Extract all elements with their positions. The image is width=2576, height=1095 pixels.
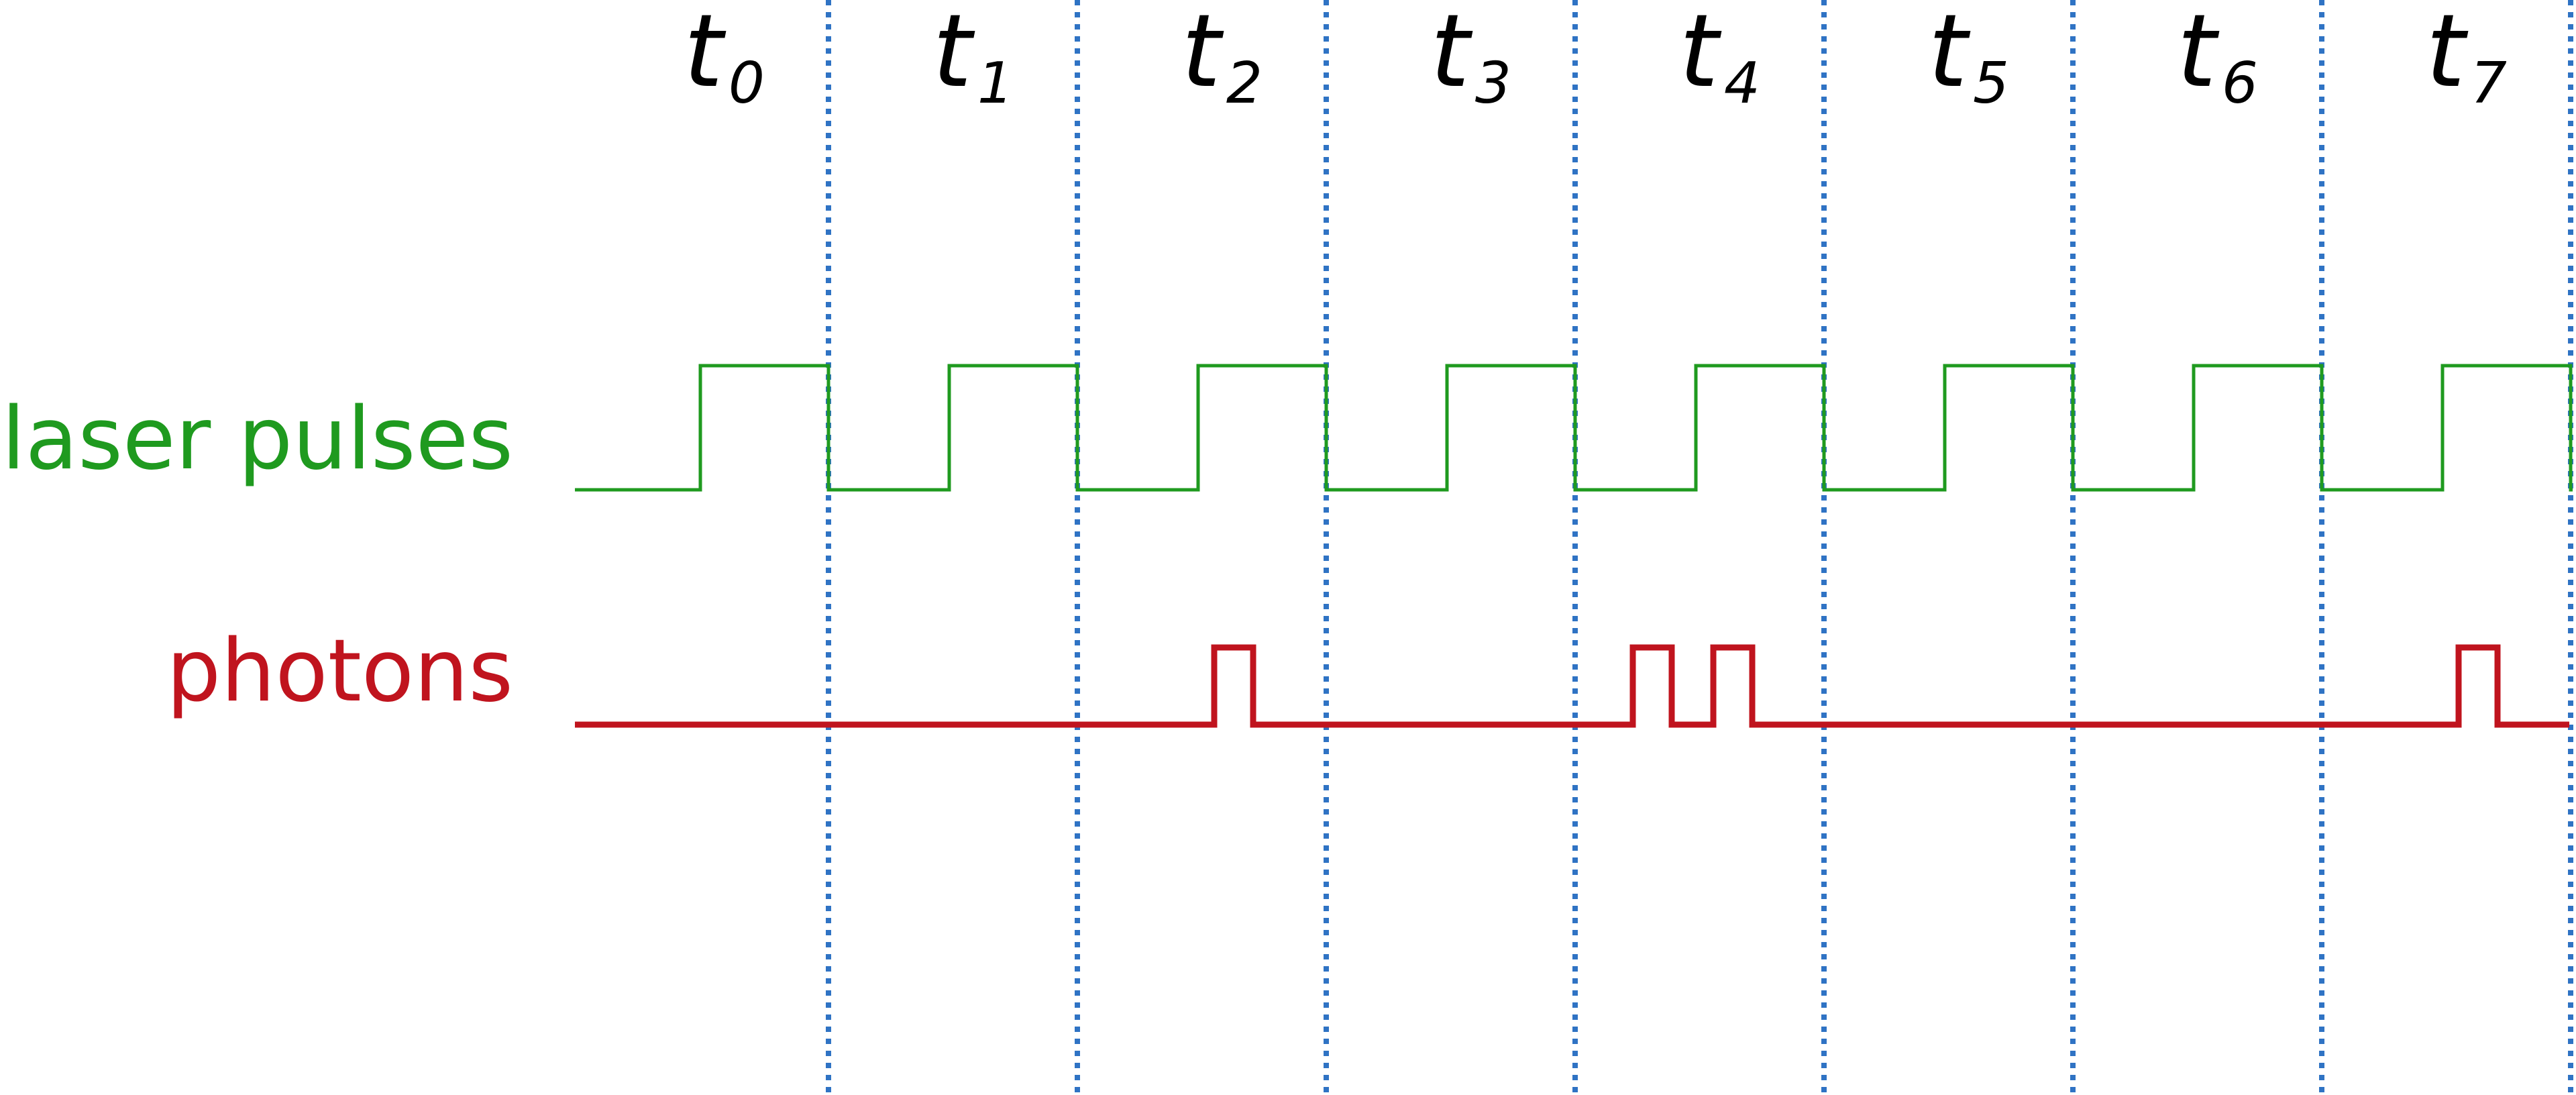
- slot-dividers: [826, 0, 2573, 1095]
- slot-label-subscript-6: 6: [2222, 50, 2258, 117]
- slot-label-subscript-5: 5: [1973, 50, 2009, 117]
- slot-label-subscript-3: 3: [1475, 50, 1511, 117]
- slot-label-subscript-7: 7: [2471, 50, 2507, 117]
- photon-detection-waveform: [575, 644, 2569, 728]
- photons-row-label: photons: [166, 621, 513, 721]
- slot-label-7: t7: [2426, 0, 2507, 117]
- slot-label-subscript-1: 1: [977, 50, 1014, 117]
- slot-label-4: t4: [1679, 0, 1760, 117]
- slot-label-subscript-4: 4: [1724, 50, 1760, 117]
- slot-label-6: t6: [2177, 0, 2258, 117]
- slot-label-3: t3: [1430, 0, 1511, 117]
- slot-label-subscript-2: 2: [1226, 50, 1263, 117]
- slot-label-2: t2: [1181, 0, 1263, 117]
- slot-label-5: t5: [1928, 0, 2009, 117]
- slot-label-0: t0: [684, 0, 765, 117]
- laser-pulse-waveform: [575, 364, 2573, 492]
- slot-label-1: t1: [932, 0, 1014, 117]
- laser-row-label: laser pulses: [1, 389, 513, 489]
- slot-label-subscript-0: 0: [729, 50, 765, 117]
- slot-labels: t0 t1 t2 t3 t4 t5 t6 t7: [684, 0, 2507, 117]
